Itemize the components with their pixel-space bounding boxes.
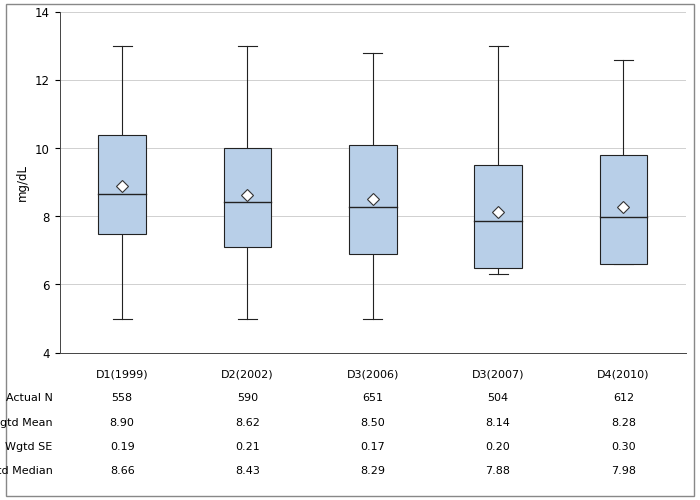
Text: 612: 612 [612, 394, 634, 404]
Text: 8.50: 8.50 [360, 418, 385, 428]
Text: 504: 504 [487, 394, 509, 404]
Text: D4(2010): D4(2010) [597, 370, 650, 380]
Text: 0.17: 0.17 [360, 442, 385, 452]
Text: 0.21: 0.21 [235, 442, 260, 452]
Text: Wgtd Median: Wgtd Median [0, 466, 52, 475]
Bar [349, 145, 397, 254]
Text: 590: 590 [237, 394, 258, 404]
Text: 8.28: 8.28 [611, 418, 636, 428]
Text: 7.98: 7.98 [611, 466, 636, 475]
Bar [599, 156, 648, 264]
Text: 8.43: 8.43 [235, 466, 260, 475]
Text: 8.62: 8.62 [235, 418, 260, 428]
Text: 8.14: 8.14 [486, 418, 510, 428]
Text: 8.29: 8.29 [360, 466, 385, 475]
Text: Wgtd Mean: Wgtd Mean [0, 418, 52, 428]
Text: 651: 651 [363, 394, 384, 404]
Bar [474, 166, 522, 268]
Text: D1(1999): D1(1999) [96, 370, 148, 380]
Text: D3(2006): D3(2006) [346, 370, 399, 380]
Text: D2(2002): D2(2002) [221, 370, 274, 380]
Bar [223, 148, 272, 247]
Text: 558: 558 [111, 394, 133, 404]
Text: 0.19: 0.19 [110, 442, 134, 452]
Text: 8.90: 8.90 [110, 418, 134, 428]
Text: 0.30: 0.30 [611, 442, 636, 452]
Text: 8.66: 8.66 [110, 466, 134, 475]
Text: D3(2007): D3(2007) [472, 370, 524, 380]
Text: 7.88: 7.88 [486, 466, 510, 475]
Text: Wgtd SE: Wgtd SE [6, 442, 53, 452]
Text: Actual N: Actual N [6, 394, 53, 404]
Bar [98, 135, 146, 234]
Text: 0.20: 0.20 [486, 442, 510, 452]
Y-axis label: mg/dL: mg/dL [16, 164, 29, 201]
